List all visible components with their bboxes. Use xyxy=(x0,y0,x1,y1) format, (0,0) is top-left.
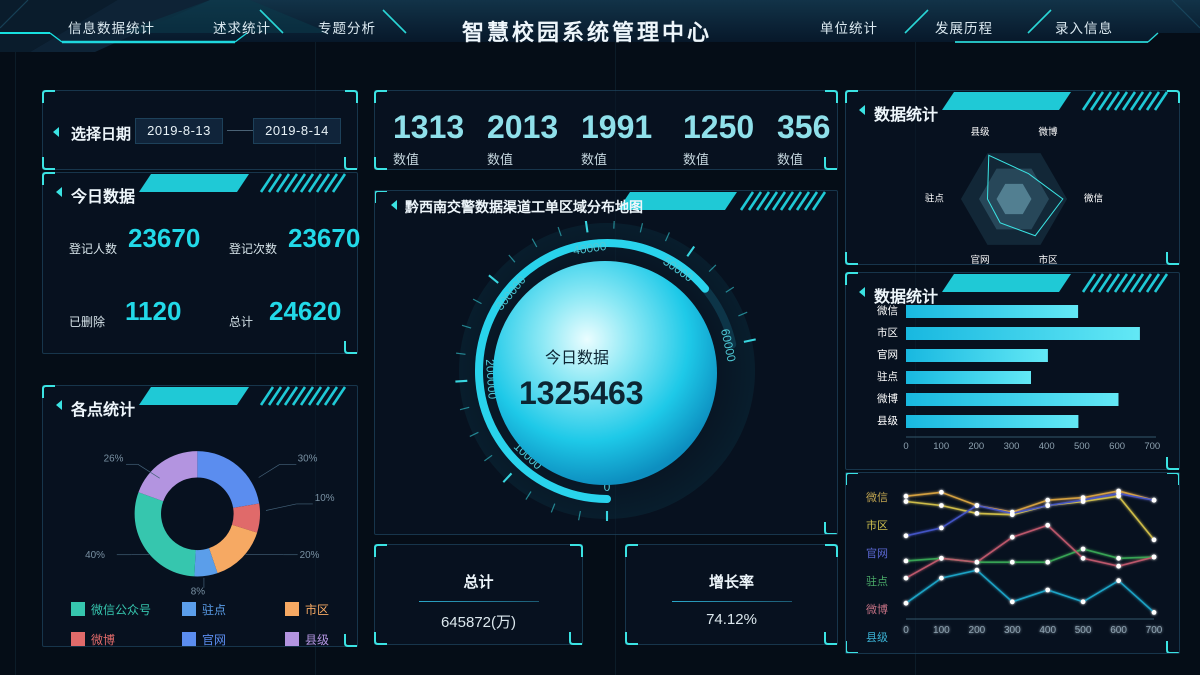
svg-text:300: 300 xyxy=(1004,441,1020,452)
svg-text:200: 200 xyxy=(969,625,986,636)
svg-text:0: 0 xyxy=(903,625,909,636)
svg-text:500: 500 xyxy=(1074,441,1090,452)
svg-text:驻点: 驻点 xyxy=(925,194,945,205)
svg-text:0: 0 xyxy=(903,441,908,452)
svg-text:600: 600 xyxy=(1109,441,1125,452)
svg-text:600: 600 xyxy=(1110,625,1127,636)
svg-text:100: 100 xyxy=(933,441,949,452)
svg-text:20%: 20% xyxy=(300,550,320,561)
svg-text:今日数据: 今日数据 xyxy=(545,349,609,367)
svg-text:8%: 8% xyxy=(191,586,206,597)
svg-text:市区: 市区 xyxy=(877,326,898,339)
svg-text:30%: 30% xyxy=(298,454,318,465)
svg-text:700: 700 xyxy=(1146,625,1163,636)
svg-text:1325463: 1325463 xyxy=(519,375,644,411)
svg-text:市区: 市区 xyxy=(1038,254,1058,266)
svg-text:100: 100 xyxy=(933,625,950,636)
svg-text:700: 700 xyxy=(1144,441,1160,452)
svg-text:200: 200 xyxy=(968,441,984,452)
svg-text:县级: 县级 xyxy=(970,126,990,138)
svg-text:26%: 26% xyxy=(104,454,124,465)
svg-text:微信: 微信 xyxy=(1084,193,1104,205)
svg-text:10%: 10% xyxy=(315,493,335,504)
svg-text:官网: 官网 xyxy=(877,348,898,361)
svg-text:驻点: 驻点 xyxy=(877,370,898,383)
svg-text:40%: 40% xyxy=(85,550,105,561)
svg-text:微博: 微博 xyxy=(1038,126,1058,138)
svg-text:400: 400 xyxy=(1039,441,1055,452)
svg-text:官网: 官网 xyxy=(970,254,989,266)
svg-text:400: 400 xyxy=(1039,625,1056,636)
svg-text:县级: 县级 xyxy=(877,415,898,427)
svg-text:300: 300 xyxy=(1004,625,1021,636)
svg-text:500: 500 xyxy=(1075,625,1092,636)
svg-text:微博: 微博 xyxy=(877,392,898,405)
